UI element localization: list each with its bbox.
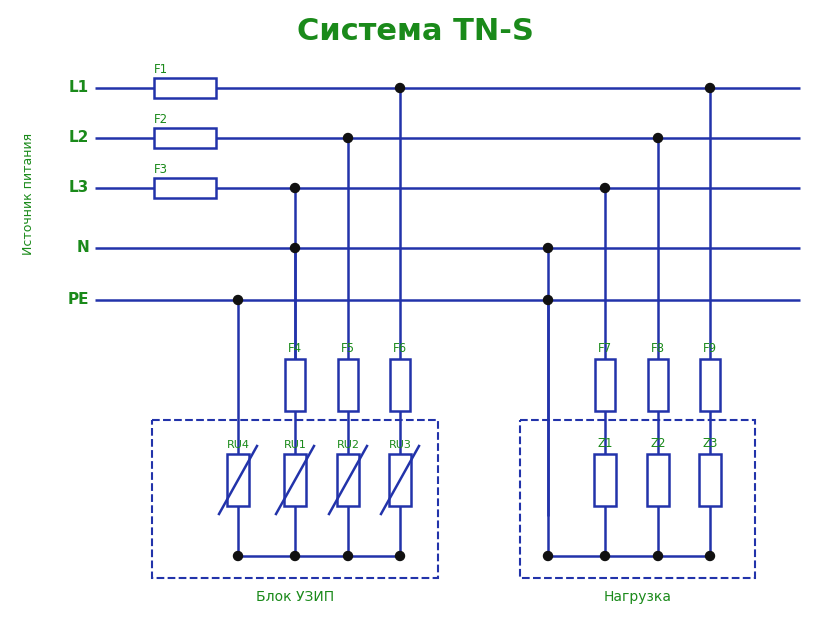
Text: F8: F8 [651,342,665,355]
Bar [338,359,358,411]
Text: Система TN-S: Система TN-S [296,18,534,47]
Text: F4: F4 [288,342,302,355]
Bar [154,78,216,98]
Text: PE: PE [67,292,89,308]
Circle shape [706,552,715,560]
Text: F1: F1 [154,63,168,76]
Text: Z2: Z2 [650,437,666,450]
Circle shape [600,184,609,192]
Bar [152,420,438,578]
Circle shape [290,243,300,252]
Circle shape [290,184,300,192]
Text: F2: F2 [154,113,168,126]
Circle shape [544,243,553,252]
Text: F6: F6 [393,342,407,355]
Bar [337,454,359,506]
Circle shape [396,552,404,560]
Circle shape [290,552,300,560]
Text: Источник питания: Источник питания [22,133,35,255]
Text: RU2: RU2 [336,440,359,450]
Bar [699,454,721,506]
Text: L1: L1 [69,81,89,96]
Bar [594,454,616,506]
Circle shape [233,296,242,304]
Circle shape [396,84,404,92]
Text: Z1: Z1 [598,437,613,450]
Circle shape [653,552,662,560]
Text: F7: F7 [598,342,612,355]
Bar [520,420,755,578]
Text: RU3: RU3 [388,440,412,450]
Circle shape [653,133,662,143]
Circle shape [344,133,353,143]
Text: Z3: Z3 [702,437,718,450]
Text: RU4: RU4 [227,440,250,450]
Bar [284,454,306,506]
Circle shape [600,552,609,560]
Bar [648,359,668,411]
Bar [285,359,305,411]
Text: Нагрузка: Нагрузка [603,590,671,604]
Text: Блок УЗИП: Блок УЗИП [256,590,334,604]
Circle shape [233,552,242,560]
Circle shape [544,296,553,304]
Circle shape [344,552,353,560]
Bar [389,454,411,506]
Bar [154,128,216,148]
Circle shape [544,552,553,560]
Text: L2: L2 [69,130,89,145]
Text: F5: F5 [341,342,355,355]
Text: F9: F9 [703,342,717,355]
Bar [647,454,669,506]
Bar [390,359,410,411]
Bar [700,359,720,411]
Circle shape [706,84,715,92]
Text: F3: F3 [154,163,168,176]
Bar [154,178,216,198]
Text: L3: L3 [69,181,89,196]
Bar [227,454,249,506]
Text: N: N [76,240,89,255]
Bar [595,359,615,411]
Text: RU1: RU1 [284,440,306,450]
